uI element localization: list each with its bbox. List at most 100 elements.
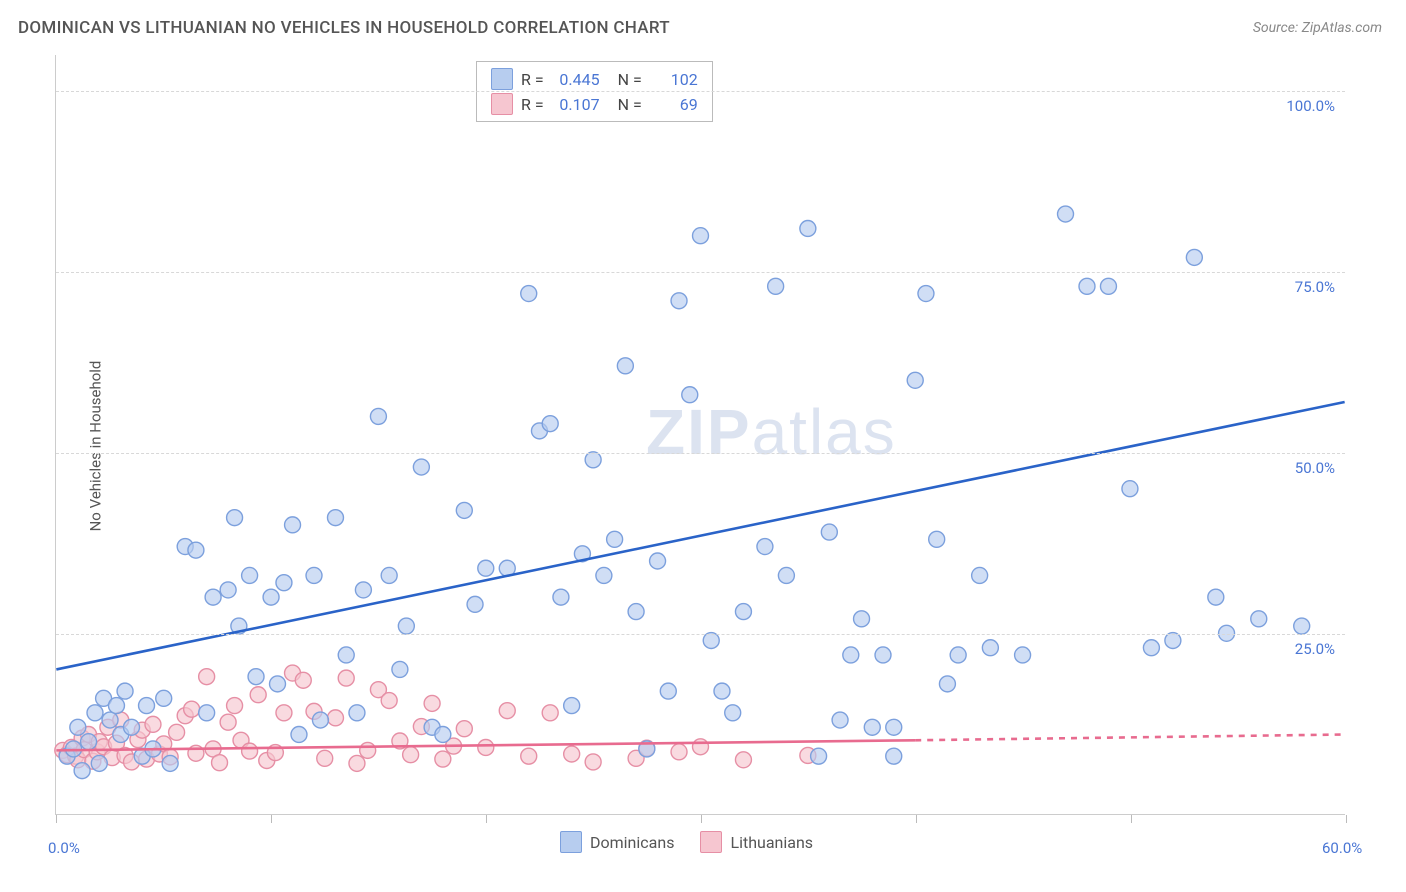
data-point [139, 698, 155, 714]
legend-swatch [491, 68, 513, 90]
data-point [162, 755, 178, 771]
data-point [660, 683, 676, 699]
data-point [725, 705, 741, 721]
x-tick [486, 815, 487, 823]
legend-r-label: R = [521, 70, 544, 89]
y-tick-label: 50.0% [1295, 459, 1335, 477]
data-point [542, 416, 558, 432]
data-point [435, 751, 451, 767]
legend-r-value: 0.107 [552, 95, 600, 114]
data-point [381, 567, 397, 583]
data-point [607, 531, 623, 547]
data-point [145, 716, 161, 732]
data-point [843, 647, 859, 663]
data-point [1122, 481, 1138, 497]
data-point [832, 712, 848, 728]
x-tick [1131, 815, 1132, 823]
data-point [456, 721, 472, 737]
data-point [1143, 640, 1159, 656]
data-point [499, 703, 515, 719]
data-point [693, 739, 709, 755]
gridline [56, 91, 1345, 92]
data-point [854, 611, 870, 627]
data-point [553, 589, 569, 605]
data-point [735, 752, 751, 768]
data-point [671, 744, 687, 760]
gridline [56, 272, 1345, 273]
x-tick [701, 815, 702, 823]
data-point [70, 719, 86, 735]
data-point [338, 647, 354, 663]
data-point [124, 719, 140, 735]
data-point [886, 719, 902, 735]
data-point [821, 524, 837, 540]
data-point [671, 293, 687, 309]
data-point [381, 693, 397, 709]
data-point [398, 618, 414, 634]
data-point [199, 669, 215, 685]
data-point [403, 747, 419, 763]
data-point [778, 567, 794, 583]
gridline [56, 634, 1345, 635]
legend-r-label: R = [521, 95, 544, 114]
data-point [184, 701, 200, 717]
data-point [227, 698, 243, 714]
data-point [768, 278, 784, 294]
data-point [1294, 618, 1310, 634]
legend-n-value: 102 [650, 70, 698, 89]
plot-area: ZIPatlas R =0.445N =102R =0.107N =69 25.… [55, 55, 1345, 815]
data-point [306, 567, 322, 583]
legend-swatch [700, 831, 722, 853]
data-point [435, 726, 451, 742]
data-point [87, 705, 103, 721]
data-point [875, 647, 891, 663]
legend-n-label: N = [618, 95, 642, 114]
legend-n-value: 69 [650, 95, 698, 114]
data-point [108, 698, 124, 714]
data-point [276, 705, 292, 721]
data-point [1100, 278, 1116, 294]
legend-item: Lithuanians [700, 831, 813, 853]
data-point [950, 647, 966, 663]
data-point [521, 286, 537, 302]
gridline [56, 453, 1345, 454]
trend-line [915, 734, 1344, 740]
data-point [91, 755, 107, 771]
data-point [864, 719, 880, 735]
legend-swatch [491, 93, 513, 115]
data-point [220, 582, 236, 598]
data-point [650, 553, 666, 569]
data-point [327, 710, 343, 726]
data-point [242, 743, 258, 759]
data-point [156, 690, 172, 706]
chart-title: DOMINICAN VS LITHUANIAN NO VEHICLES IN H… [18, 18, 670, 38]
data-point [714, 683, 730, 699]
data-point [212, 755, 228, 771]
data-point [370, 408, 386, 424]
data-point [1251, 611, 1267, 627]
data-point [1015, 647, 1031, 663]
data-point [939, 676, 955, 692]
data-point [263, 589, 279, 605]
trend-line [56, 402, 1344, 669]
data-point [413, 459, 429, 475]
data-point [1186, 249, 1202, 265]
data-point [242, 567, 258, 583]
x-tick [916, 815, 917, 823]
data-point [250, 687, 266, 703]
legend-item: Dominicans [560, 831, 674, 853]
data-point [117, 683, 133, 699]
data-point [349, 705, 365, 721]
data-point [291, 726, 307, 742]
data-point [585, 754, 601, 770]
data-point [338, 670, 354, 686]
data-point [467, 596, 483, 612]
data-point [74, 763, 90, 779]
data-point [800, 220, 816, 236]
legend-n-label: N = [618, 70, 642, 89]
data-point [982, 640, 998, 656]
data-point [312, 712, 328, 728]
data-point [285, 517, 301, 533]
data-point [248, 669, 264, 685]
data-point [693, 228, 709, 244]
